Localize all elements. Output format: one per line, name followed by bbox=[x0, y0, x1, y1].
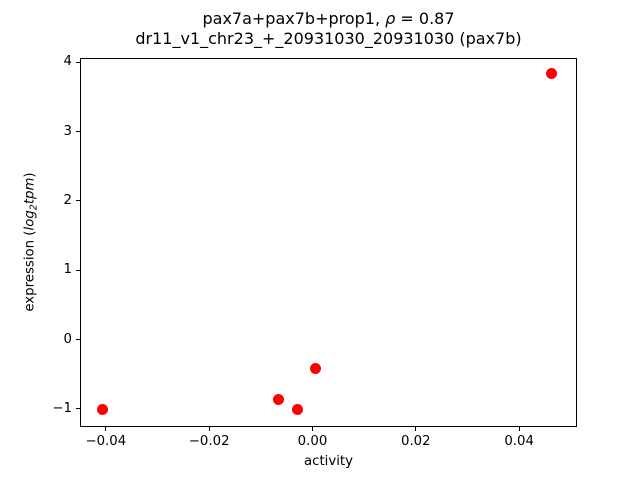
plot-area bbox=[80, 58, 577, 427]
data-point bbox=[310, 362, 322, 374]
plot-subtitle: dr11_v1_chr23_+_20931030_20931030 (pax7b… bbox=[135, 29, 522, 48]
y-tick-mark bbox=[76, 408, 80, 410]
title-text: pax7a+pax7b+prop1, bbox=[202, 9, 386, 28]
data-point bbox=[97, 404, 109, 416]
y-tick-label: −1 bbox=[52, 400, 72, 416]
x-tick-mark bbox=[311, 427, 313, 431]
x-tick-mark bbox=[105, 427, 107, 431]
data-point bbox=[545, 67, 557, 79]
rho-symbol: ρ bbox=[385, 9, 396, 28]
y-axis-label-close: ) bbox=[22, 172, 38, 178]
plot-title-line1: pax7a+pax7b+prop1, ρ = 0.87 bbox=[80, 9, 577, 29]
y-tick-label: 3 bbox=[63, 123, 72, 139]
x-tick-label: 0.02 bbox=[400, 434, 431, 449]
x-tick-label: −0.02 bbox=[188, 434, 230, 449]
y-tick-label: 4 bbox=[63, 54, 72, 70]
rho-value: = 0.87 bbox=[395, 9, 455, 28]
data-point bbox=[272, 393, 284, 405]
y-tick-mark bbox=[76, 200, 80, 202]
x-tick-mark bbox=[415, 427, 417, 431]
data-point bbox=[292, 404, 303, 416]
y-tick-label: 2 bbox=[63, 192, 72, 208]
x-tick-label: −0.04 bbox=[85, 434, 127, 449]
x-tick-mark bbox=[208, 427, 210, 431]
y-tick-mark bbox=[76, 131, 80, 133]
x-tick-label: 0.04 bbox=[504, 434, 534, 449]
x-axis-label: activity bbox=[303, 454, 353, 469]
y-tick-mark bbox=[76, 61, 80, 63]
y-tick-label: 0 bbox=[63, 331, 72, 347]
x-tick-mark bbox=[518, 427, 520, 431]
x-tick-label: 0.00 bbox=[297, 434, 328, 449]
y-tick-label: 1 bbox=[63, 262, 72, 278]
y-axis-label-log: log bbox=[22, 210, 38, 231]
y-tick-mark bbox=[76, 339, 80, 341]
plot-title: pax7a+pax7b+prop1, ρ = 0.87 dr11_v1_chr2… bbox=[80, 9, 577, 49]
y-tick-mark bbox=[76, 269, 80, 271]
